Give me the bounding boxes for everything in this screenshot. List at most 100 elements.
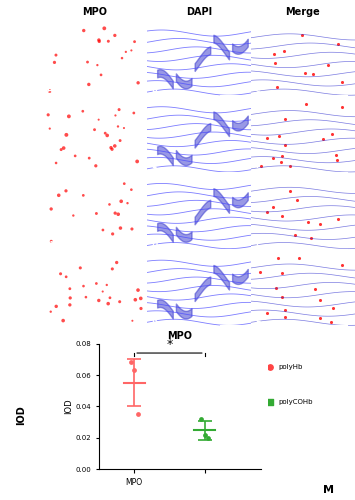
Point	[132, 296, 138, 304]
Point	[335, 40, 340, 48]
Text: MPO: MPO	[82, 6, 107, 16]
Point	[98, 71, 104, 79]
Point	[328, 318, 334, 326]
Point	[270, 154, 276, 162]
Point	[128, 358, 133, 366]
Point	[80, 107, 86, 115]
Point	[102, 129, 108, 137]
Point	[61, 144, 66, 152]
Point	[81, 282, 86, 290]
Point	[58, 270, 64, 278]
Text: DAPI: DAPI	[186, 6, 212, 16]
Point	[138, 294, 143, 302]
Point	[287, 162, 293, 170]
Text: Merge: Merge	[285, 6, 320, 16]
Point	[138, 304, 144, 312]
Text: ×200: ×200	[30, 206, 36, 224]
Point	[316, 268, 321, 276]
Point	[264, 134, 269, 142]
Point	[282, 313, 287, 321]
Point	[112, 32, 118, 40]
Y-axis label: IOD: IOD	[64, 398, 73, 414]
Point	[60, 316, 66, 324]
Point	[67, 294, 73, 302]
Text: ×400: ×400	[30, 129, 36, 147]
Point	[206, 434, 211, 442]
Point	[47, 124, 53, 132]
Point	[112, 209, 118, 217]
Text: *: *	[166, 338, 173, 351]
Point	[271, 204, 276, 212]
Point	[48, 205, 54, 213]
Text: F: F	[255, 162, 260, 170]
Point	[77, 264, 83, 272]
Point	[83, 293, 89, 301]
Point	[294, 196, 300, 204]
Point	[292, 231, 297, 239]
Point	[278, 158, 284, 166]
Point	[311, 70, 316, 78]
Point	[274, 83, 280, 91]
Point	[119, 54, 125, 62]
Point	[198, 415, 204, 423]
Point	[131, 109, 137, 117]
Point	[67, 301, 73, 309]
Point	[135, 79, 141, 87]
Point	[288, 187, 293, 195]
Text: C: C	[255, 84, 261, 94]
Text: H: H	[151, 238, 157, 247]
Point	[321, 134, 326, 142]
Point	[134, 158, 140, 166]
Point	[317, 220, 323, 228]
Point	[105, 37, 111, 45]
Point	[96, 116, 102, 124]
Point	[97, 38, 102, 46]
Point	[108, 144, 114, 152]
Point	[53, 51, 59, 59]
Point	[51, 58, 57, 66]
Point	[94, 210, 99, 218]
Text: J: J	[47, 315, 50, 324]
Point	[117, 136, 123, 144]
Text: G: G	[47, 238, 53, 247]
Point	[131, 366, 137, 374]
Point	[303, 100, 308, 108]
Point	[114, 258, 120, 266]
Point	[81, 26, 87, 34]
Text: ×200: ×200	[30, 52, 36, 70]
Point	[123, 48, 129, 56]
Point	[48, 237, 54, 245]
Point	[308, 234, 313, 242]
Point	[107, 294, 113, 302]
Point	[129, 186, 134, 194]
Point	[47, 87, 53, 95]
Point	[105, 300, 111, 308]
Point	[112, 142, 118, 150]
Point	[117, 298, 122, 306]
Point	[302, 69, 307, 77]
Point	[305, 218, 311, 226]
Point	[86, 154, 92, 162]
Point	[279, 152, 285, 160]
Point	[121, 180, 127, 188]
Point	[129, 46, 134, 54]
Point	[333, 151, 338, 159]
Point	[71, 212, 76, 220]
Point	[96, 36, 102, 44]
Point	[273, 60, 278, 68]
Point	[129, 225, 135, 233]
Point	[56, 192, 61, 200]
Point	[282, 116, 288, 124]
Point	[63, 273, 69, 281]
Point	[257, 268, 263, 276]
Point	[86, 80, 92, 88]
Text: K: K	[151, 315, 157, 324]
Point	[275, 254, 280, 262]
Text: I: I	[255, 238, 258, 247]
Point	[273, 284, 279, 292]
Point	[67, 284, 73, 292]
Point	[100, 226, 106, 234]
Point	[279, 292, 285, 300]
Text: polyCOHb group: polyCOHb group	[9, 225, 14, 282]
Title: MPO: MPO	[168, 332, 192, 342]
